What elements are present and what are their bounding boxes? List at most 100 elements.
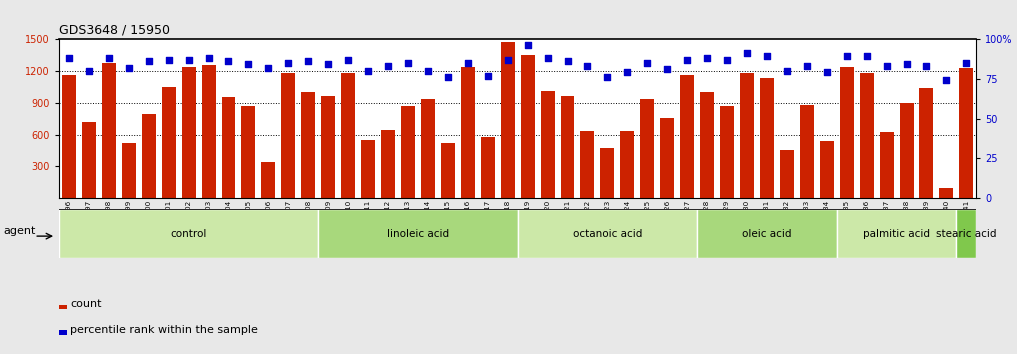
Point xyxy=(480,73,496,79)
Bar xyxy=(182,67,195,198)
Bar xyxy=(401,106,415,198)
Bar xyxy=(141,114,156,198)
Bar xyxy=(241,106,255,198)
Bar xyxy=(700,92,714,198)
Bar xyxy=(720,106,734,198)
Point xyxy=(420,68,436,74)
Bar xyxy=(282,74,295,198)
Point xyxy=(819,70,835,75)
Bar xyxy=(421,99,435,198)
Point xyxy=(958,60,974,66)
Bar xyxy=(361,140,375,198)
Bar xyxy=(900,103,913,198)
Bar xyxy=(222,97,236,198)
Bar xyxy=(837,209,956,258)
Point xyxy=(221,58,237,64)
Point xyxy=(80,68,97,74)
Bar xyxy=(321,96,336,198)
Point xyxy=(320,62,337,67)
Bar xyxy=(62,75,76,198)
Point xyxy=(739,51,756,56)
Bar xyxy=(518,209,697,258)
Text: percentile rank within the sample: percentile rank within the sample xyxy=(70,325,258,335)
Point xyxy=(281,60,297,66)
Bar xyxy=(261,162,276,198)
Point xyxy=(340,57,356,63)
Bar xyxy=(840,67,853,198)
Bar xyxy=(697,209,837,258)
Bar xyxy=(500,42,515,198)
Bar xyxy=(660,118,674,198)
Text: oleic acid: oleic acid xyxy=(742,229,791,239)
Point xyxy=(659,67,675,72)
Point xyxy=(559,58,576,64)
Bar xyxy=(381,130,395,198)
Point xyxy=(939,78,955,83)
Bar xyxy=(441,143,455,198)
Point xyxy=(879,63,895,69)
Bar xyxy=(641,99,654,198)
Bar xyxy=(59,304,67,309)
Text: agent: agent xyxy=(3,226,36,236)
Point xyxy=(380,63,397,69)
Point xyxy=(260,65,277,70)
Bar xyxy=(760,78,774,198)
Point xyxy=(779,68,795,74)
Point xyxy=(539,55,555,61)
Point xyxy=(300,58,316,64)
Bar xyxy=(201,65,216,198)
Bar xyxy=(162,87,176,198)
Point xyxy=(580,63,596,69)
Bar xyxy=(59,330,67,335)
Point xyxy=(439,74,456,80)
Bar xyxy=(940,188,953,198)
Bar xyxy=(461,67,475,198)
Point xyxy=(918,63,935,69)
Bar xyxy=(301,92,315,198)
Bar xyxy=(82,122,96,198)
Point xyxy=(898,62,914,67)
Text: palmitic acid: palmitic acid xyxy=(863,229,931,239)
Bar xyxy=(581,131,594,198)
Bar xyxy=(122,143,135,198)
Text: stearic acid: stearic acid xyxy=(936,229,997,239)
Bar xyxy=(880,132,894,198)
Point xyxy=(499,57,516,63)
Point xyxy=(679,57,696,63)
Text: GDS3648 / 15950: GDS3648 / 15950 xyxy=(59,23,170,36)
Bar xyxy=(600,148,614,198)
Bar xyxy=(859,74,874,198)
Point xyxy=(858,54,875,59)
Text: octanoic acid: octanoic acid xyxy=(573,229,642,239)
Point xyxy=(200,55,217,61)
Text: linoleic acid: linoleic acid xyxy=(386,229,448,239)
Bar xyxy=(820,141,834,198)
Point xyxy=(520,42,536,48)
Bar xyxy=(919,88,934,198)
Bar xyxy=(318,209,518,258)
Bar xyxy=(680,75,695,198)
Point xyxy=(759,54,775,59)
Point xyxy=(101,55,117,61)
Bar xyxy=(481,137,494,198)
Bar xyxy=(740,74,754,198)
Bar xyxy=(521,55,535,198)
Point xyxy=(61,55,77,61)
Bar xyxy=(560,96,575,198)
Bar xyxy=(541,91,554,198)
Bar xyxy=(780,150,794,198)
Bar xyxy=(956,209,976,258)
Bar xyxy=(102,63,116,198)
Point xyxy=(839,54,855,59)
Point xyxy=(161,57,177,63)
Point xyxy=(180,57,196,63)
Point xyxy=(140,58,157,64)
Point xyxy=(121,65,137,70)
Point xyxy=(400,60,416,66)
Bar xyxy=(341,74,355,198)
Text: count: count xyxy=(70,299,102,309)
Point xyxy=(719,57,735,63)
Bar xyxy=(59,209,318,258)
Bar xyxy=(620,131,635,198)
Point xyxy=(699,55,715,61)
